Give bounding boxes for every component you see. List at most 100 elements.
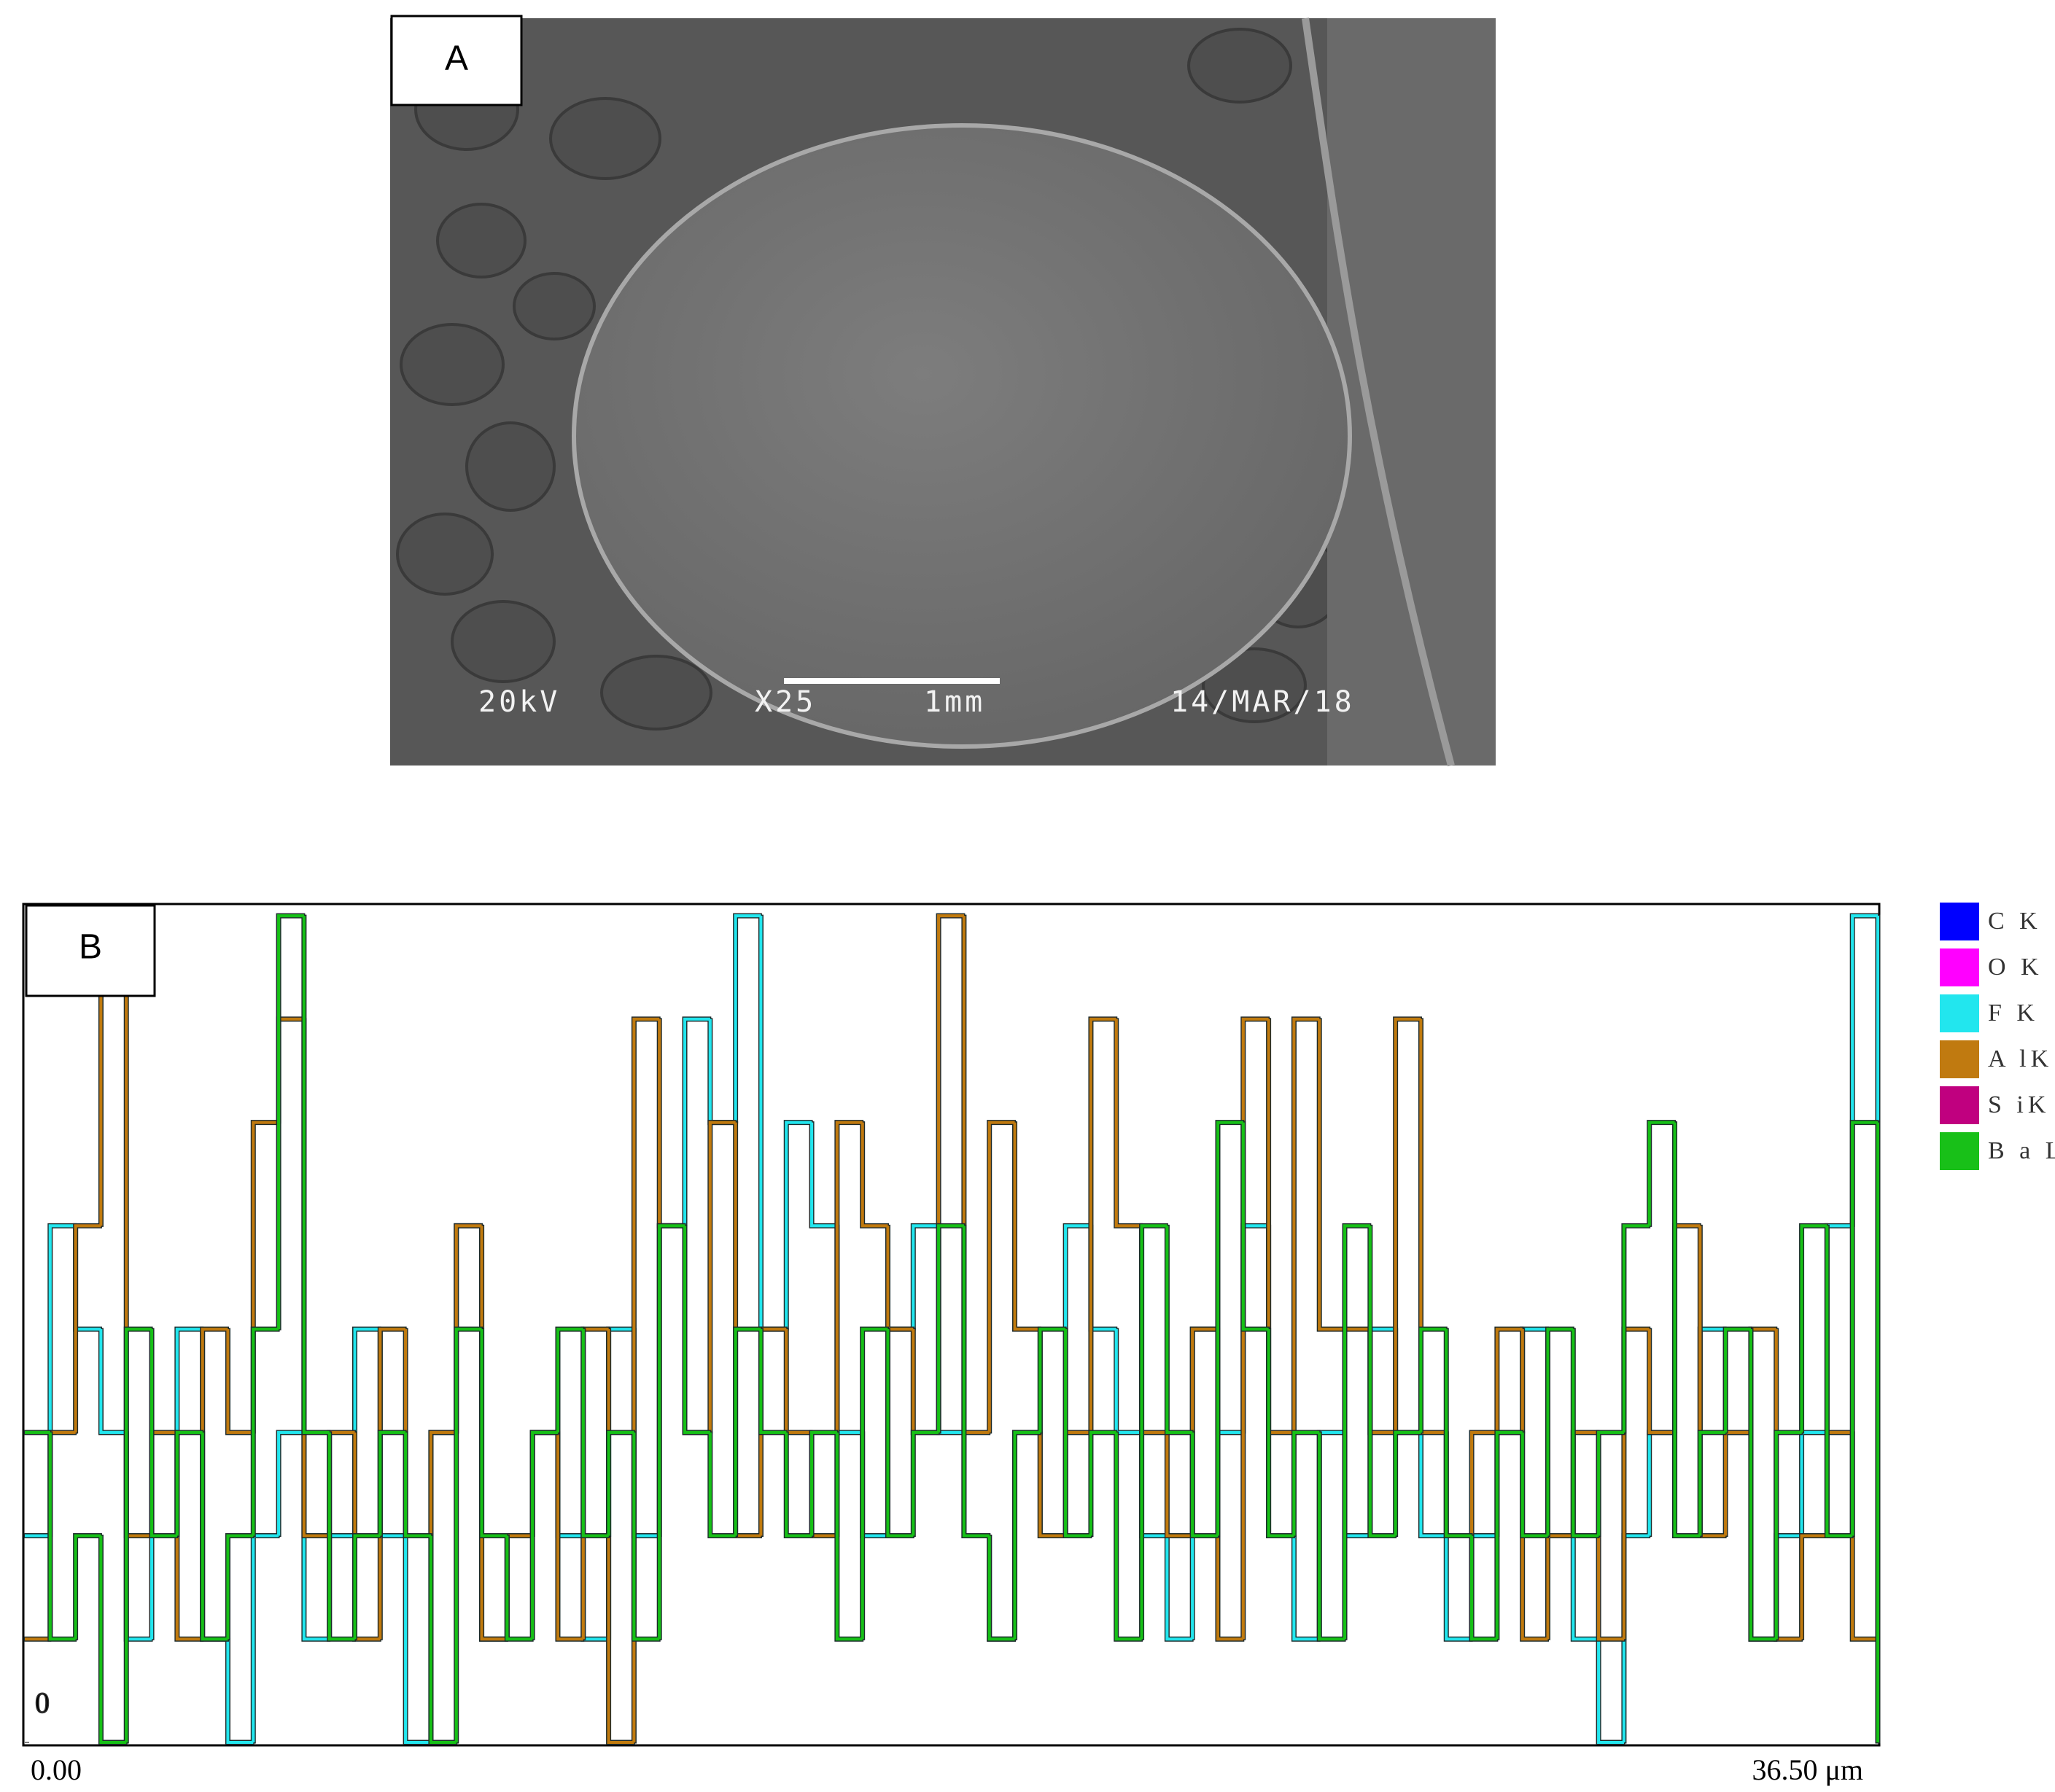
line-step [912,1430,939,1536]
line-step [1774,1430,1802,1640]
legend-label: A lK [1988,1045,2053,1072]
line-step [1140,1224,1168,1640]
sem-cells [396,28,1343,731]
line-step [125,1328,152,1742]
line-step [1495,1328,1523,1433]
line-step [1216,1121,1243,1536]
sem-image: 20kV X25 1mm 14/MAR/18 A [390,15,1496,767]
line-step [1292,1017,1320,1433]
line-step [505,1535,533,1641]
line-step [1343,1224,1370,1640]
line-step [1394,1430,1421,1536]
line-step [1165,1535,1193,1641]
line-step [1267,1329,1294,1538]
line-step [1089,1017,1116,1433]
line-step [708,1432,736,1538]
panel-label-box [390,15,523,106]
line-step [226,1534,254,1640]
line-step [327,1432,355,1641]
sem-scale-label: 1mm [924,685,985,719]
line-step [962,1226,990,1538]
sem-date: 14/MAR/18 [1170,685,1355,719]
y-tick-label: 0 [35,1686,50,1719]
line-step [226,1329,254,1434]
line-step [429,1430,457,1536]
line-step [1089,1430,1116,1536]
line-step [861,1122,888,1228]
line-step [810,1122,837,1228]
line-step [1597,1430,1624,1536]
line-step [556,1328,583,1433]
legend-swatch [1940,994,1979,1032]
line-step [1038,1328,1066,1433]
line-step [708,1121,736,1433]
line-step [1673,1122,1701,1538]
line-step [1318,1432,1345,1641]
line-step [987,1121,1015,1433]
sem-edge [1327,18,1496,766]
line-step [1724,1328,1751,1433]
legend-swatch [1940,1040,1979,1078]
line-step [683,1017,710,1226]
sem-magnification: X25 [755,685,816,719]
line-step [1241,1017,1269,1640]
x-tick-label: 0.00 [31,1753,82,1786]
legend-swatch [1940,1086,1979,1124]
line-step [48,1432,76,1641]
line-step [1241,1122,1269,1331]
line-step [99,1535,127,1744]
line-step [785,1121,812,1330]
sem-voltage: 20kV [478,685,560,719]
line-step [1749,1329,1776,1641]
line-step [658,1224,685,1640]
line-step [937,1224,964,1433]
line-step [277,1430,304,1536]
line-step [759,1329,787,1434]
line-step [74,1224,101,1433]
line-step [1572,1535,1599,1641]
legend-label: B a L [1988,1137,2055,1164]
line-step [1825,1226,1853,1538]
x-tick-label: 36.50 μm [1752,1753,1863,1786]
legend-label: C K [1988,908,2042,935]
line-step [607,1430,634,1536]
line-step [1470,1430,1497,1536]
line-step [378,1430,406,1536]
line-step [74,1534,101,1640]
legend-swatch [1940,1132,1979,1170]
plot-area [22,903,1881,1747]
line-step [632,1432,660,1641]
line-step [1445,1535,1472,1641]
line-step [429,1535,457,1744]
line-step [1800,1534,1827,1640]
line-step [99,1329,127,1434]
line-step [454,1328,482,1742]
line-step [785,1329,812,1434]
legend-label: F K [1988,1000,2039,1026]
panel-label: B [79,928,102,967]
line-step [1368,1226,1396,1538]
line-step [1292,1430,1320,1536]
line-step [1191,1432,1218,1538]
line-step [581,1329,609,1538]
line-step [1394,1017,1421,1433]
line-step [201,1432,228,1641]
line-step [1851,1121,1878,1536]
line-step [1114,1018,1142,1228]
plot [25,914,1879,1744]
line-step [1622,1224,1650,1433]
line-step [556,1432,583,1641]
legend-label: S iK [1988,1091,2050,1118]
line-step [1419,1328,1447,1433]
line-step [835,1432,863,1641]
line-step [404,1432,431,1538]
line-step [734,1328,761,1536]
sem-specimen [572,123,1352,749]
line-step [1647,1329,1675,1434]
line-step [277,914,304,1330]
line-step [1114,1432,1142,1641]
legend-label: O K [1988,954,2043,981]
line-step [1572,1329,1599,1538]
